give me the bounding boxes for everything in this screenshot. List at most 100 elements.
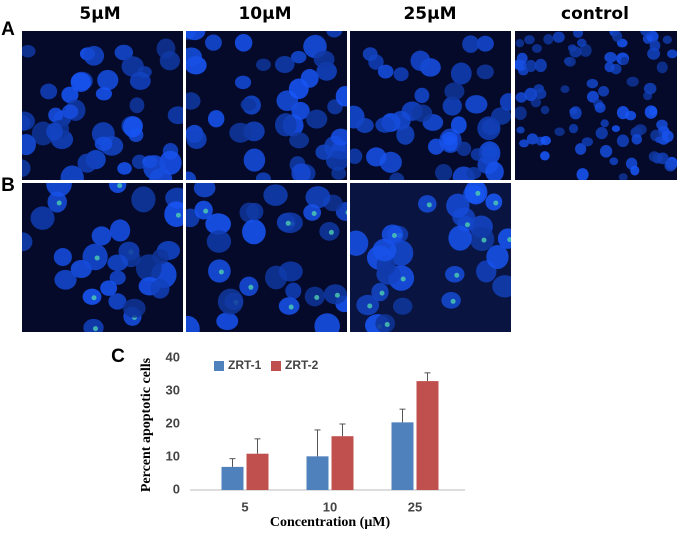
cell-nucleus — [22, 232, 33, 252]
cell-nucleus — [186, 31, 206, 41]
cell-nucleus — [315, 144, 333, 160]
apoptotic-speck — [285, 220, 291, 226]
apoptotic-speck — [314, 295, 320, 301]
cell-nucleus — [497, 228, 511, 249]
cell-nucleus — [362, 47, 378, 61]
cell-nucleus — [609, 157, 619, 166]
cell-nucleus — [109, 270, 126, 285]
y-tick-label: 0 — [173, 481, 180, 496]
cell-nucleus — [575, 143, 587, 155]
apoptotic-speck — [328, 229, 334, 235]
cell-nucleus — [53, 248, 72, 266]
cell-nucleus — [117, 162, 132, 175]
cell-nucleus — [46, 122, 63, 141]
cell-nucleus — [70, 72, 92, 93]
y-axis-label: Percent apoptotic cells — [139, 357, 154, 492]
cell-nucleus — [48, 107, 64, 123]
cell-nucleus — [392, 297, 413, 315]
bar — [221, 466, 244, 490]
cell-nucleus — [611, 125, 620, 133]
cell-nucleus — [448, 225, 472, 251]
cell-nucleus — [335, 86, 347, 107]
x-tick-label: 25 — [408, 499, 422, 514]
cell-nucleus — [121, 56, 144, 77]
cell-nucleus — [330, 128, 347, 146]
cell-nucleus — [664, 159, 677, 172]
cell-nucleus — [243, 148, 266, 172]
cell-nucleus — [131, 154, 147, 170]
x-tick-label: 5 — [241, 499, 248, 514]
cell-nucleus — [414, 87, 430, 104]
apoptotic-speck — [426, 202, 432, 208]
cell-nucleus — [552, 31, 565, 43]
cell-nucleus — [326, 31, 343, 38]
cell-nucleus — [22, 159, 31, 177]
cell-nucleus — [377, 64, 394, 79]
cell-nucleus — [568, 123, 579, 134]
cell-nucleus — [143, 155, 166, 180]
micrograph — [350, 183, 511, 332]
cell-nucleus — [662, 35, 672, 44]
cell-nucleus — [22, 45, 36, 58]
cell-nucleus — [631, 133, 643, 145]
cell-nucleus — [30, 206, 55, 230]
cell-nucleus — [83, 318, 104, 332]
cell-nucleus — [576, 38, 587, 48]
cell-nucleus — [306, 109, 328, 129]
cell-nucleus — [442, 96, 462, 116]
cell-nucleus — [393, 67, 409, 82]
cell-nucleus — [499, 93, 511, 111]
cell-nucleus — [229, 122, 252, 143]
cell-nucleus — [396, 124, 415, 145]
apoptotic-speck — [391, 233, 397, 239]
cell-nucleus — [450, 116, 467, 134]
cell-nucleus — [131, 186, 156, 213]
cell-nucleus — [515, 39, 525, 48]
legend-label: ZRT-1 — [228, 358, 262, 372]
cell-nucleus — [350, 230, 369, 256]
cell-nucleus — [62, 104, 79, 119]
apoptotic-speck — [481, 237, 487, 243]
cell-nucleus — [564, 56, 576, 67]
apoptotic-speck — [94, 255, 100, 261]
apoptotic-speck — [334, 292, 340, 298]
cell-nucleus — [186, 47, 202, 67]
cell-nucleus — [278, 261, 303, 282]
cell-nucleus — [285, 282, 302, 300]
cell-nucleus — [616, 105, 630, 120]
micrograph — [22, 183, 183, 332]
micrographs — [22, 31, 677, 332]
column-header: 5μM — [79, 4, 120, 24]
cell-nucleus — [46, 183, 72, 197]
cell-nucleus — [22, 111, 35, 131]
bar — [391, 422, 414, 490]
cell-nucleus — [586, 90, 599, 103]
cell-nucleus — [107, 254, 129, 272]
cell-nucleus — [97, 69, 119, 91]
cell-nucleus — [640, 31, 652, 37]
cell-nucleus — [516, 126, 525, 134]
bar — [306, 456, 329, 490]
cell-nucleus — [604, 52, 617, 63]
cell-nucleus — [612, 31, 623, 42]
micrograph — [186, 31, 347, 180]
cell-nucleus — [234, 75, 252, 90]
cell-nucleus — [216, 312, 239, 331]
apoptotic-speck — [56, 200, 62, 206]
cell-nucleus — [519, 139, 529, 148]
apoptotic-speck — [379, 290, 385, 296]
cell-nucleus — [263, 184, 288, 206]
bar — [416, 381, 439, 490]
cell-nucleus — [456, 141, 472, 156]
cell-nucleus — [77, 153, 97, 173]
cell-nucleus — [428, 138, 445, 155]
cell-nucleus — [643, 82, 657, 95]
cell-nucleus — [569, 106, 582, 120]
cell-nucleus — [515, 92, 528, 103]
y-tick-label: 30 — [166, 382, 180, 397]
apoptotic-speck — [288, 304, 294, 310]
cell-nucleus — [274, 113, 297, 137]
cell-nucleus — [355, 118, 374, 133]
cell-nucleus — [576, 168, 589, 180]
y-tick-label: 40 — [166, 349, 180, 364]
